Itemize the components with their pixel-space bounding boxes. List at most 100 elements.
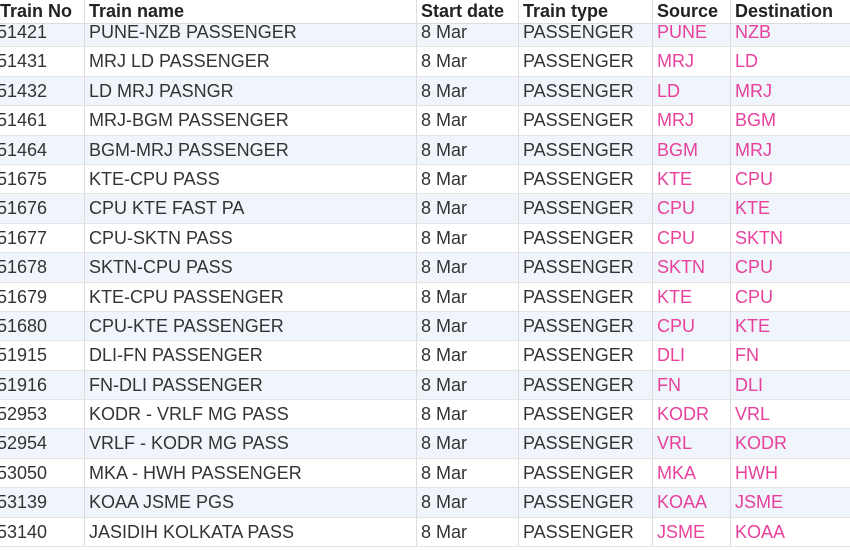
table-cell: DLI-FN PASSENGER bbox=[84, 341, 416, 370]
table-cell: MRJ bbox=[652, 47, 730, 76]
table-cell: CPU bbox=[652, 194, 730, 223]
table-row[interactable]: 51464 BGM-MRJ PASSENGER 8 Mar PASSENGER BGM M… bbox=[0, 135, 850, 165]
table-cell: MRJ LD PASSENGER bbox=[84, 47, 416, 76]
table-cell: CPU-KTE PASSENGER bbox=[84, 311, 416, 341]
table-cell: JSME bbox=[652, 517, 730, 547]
table-cell: 51915 bbox=[0, 345, 48, 366]
table-cell: PASSENGER bbox=[518, 76, 652, 106]
table-cell: PASSENGER bbox=[518, 458, 652, 488]
table-cell: KODR bbox=[730, 429, 850, 458]
table-cell: KOAA JSME PGS bbox=[84, 488, 416, 517]
table-row[interactable]: 53140 JASIDIH KOLKATA PASS 8 Mar PASSENGER J… bbox=[0, 517, 850, 548]
table-header: Train No Train name Start date Train type So… bbox=[0, 0, 850, 24]
table-cell: 52954 bbox=[0, 433, 48, 454]
table-cell: PASSENGER bbox=[518, 488, 652, 517]
table-cell: PUNE-NZB PASSENGER bbox=[84, 18, 416, 47]
table-cell: BGM-MRJ PASSENGER bbox=[84, 135, 416, 164]
table-cell: PASSENGER bbox=[518, 223, 652, 253]
table-cell: KOAA bbox=[652, 488, 730, 517]
table-cell: 8 Mar bbox=[416, 76, 518, 106]
table-cell: 8 Mar bbox=[416, 517, 518, 547]
table-cell: VRL bbox=[652, 429, 730, 458]
table-cell: 51431 bbox=[0, 51, 48, 72]
table-row[interactable]: 51677 CPU-SKTN PASS 8 Mar PASSENGER CPU SKTN bbox=[0, 223, 850, 254]
table-cell: CPU bbox=[730, 253, 850, 282]
table-cell: KTE bbox=[652, 282, 730, 311]
table-cell: 52953 bbox=[0, 404, 48, 425]
table-cell: PASSENGER bbox=[518, 194, 652, 223]
table-cell: 8 Mar bbox=[416, 18, 518, 47]
table-cell: 51675 bbox=[0, 168, 48, 189]
table-cell: 51461 bbox=[0, 110, 48, 131]
table-row[interactable]: 51431 MRJ LD PASSENGER 8 Mar PASSENGER MRJ LD bbox=[0, 47, 850, 77]
table-row[interactable]: 51675 KTE-CPU PASS 8 Mar PASSENGER KTE CPU bbox=[0, 164, 850, 195]
table-row[interactable]: 51678 SKTN-CPU PASS 8 Mar PASSENGER SKTN CPU bbox=[0, 253, 850, 283]
table-row[interactable]: 51916 FN-DLI PASSENGER 8 Mar PASSENGER FN DLI bbox=[0, 370, 850, 401]
table-cell: JASIDIH KOLKATA PASS bbox=[84, 517, 416, 547]
column-header[interactable]: Source bbox=[652, 0, 730, 23]
table-row[interactable]: 52954 VRLF - KODR MG PASS 8 Mar PASSENGER VR… bbox=[0, 429, 850, 459]
column-header[interactable]: Destination bbox=[730, 0, 850, 23]
table-cell: PASSENGER bbox=[518, 400, 652, 429]
table-body: 51421 PUNE-NZB PASSENGER 8 Mar PASSENGER PUN… bbox=[0, 18, 850, 548]
table-cell: PASSENGER bbox=[518, 311, 652, 341]
table-row[interactable]: 53139 KOAA JSME PGS 8 Mar PASSENGER KOAA JSME bbox=[0, 488, 850, 518]
table-cell: PASSENGER bbox=[518, 253, 652, 282]
table-cell: HWH bbox=[730, 458, 850, 488]
table-cell: PASSENGER bbox=[518, 341, 652, 370]
table-cell: CPU bbox=[730, 164, 850, 194]
table-cell: BGM bbox=[730, 106, 850, 135]
table-cell: PUNE bbox=[652, 18, 730, 47]
table-row[interactable]: 52953 KODR - VRLF MG PASS 8 Mar PASSENGER KO… bbox=[0, 400, 850, 430]
table-cell: 8 Mar bbox=[416, 253, 518, 282]
table-row[interactable]: 51679 KTE-CPU PASSENGER 8 Mar PASSENGER KTE C… bbox=[0, 282, 850, 312]
table-row[interactable]: 51676 CPU KTE FAST PA 8 Mar PASSENGER CPU KTE bbox=[0, 194, 850, 224]
table-cell: 51464 bbox=[0, 139, 48, 160]
table-cell: PASSENGER bbox=[518, 135, 652, 164]
table-cell: 8 Mar bbox=[416, 164, 518, 194]
table-cell: FN-DLI PASSENGER bbox=[84, 370, 416, 400]
table-row[interactable]: 51915 DLI-FN PASSENGER 8 Mar PASSENGER DLI FN bbox=[0, 341, 850, 371]
table-cell: PASSENGER bbox=[518, 106, 652, 135]
table-cell: DLI bbox=[730, 370, 850, 400]
table-row[interactable]: 51461 MRJ-BGM PASSENGER 8 Mar PASSENGER MRJ B… bbox=[0, 106, 850, 136]
table-cell: FN bbox=[652, 370, 730, 400]
table-cell: KTE bbox=[730, 194, 850, 223]
table-cell: 8 Mar bbox=[416, 282, 518, 311]
table-cell: SKTN bbox=[652, 253, 730, 282]
table-cell: LD bbox=[730, 47, 850, 76]
table-cell: NZB bbox=[730, 18, 850, 47]
table-row[interactable]: 53050 MKA - HWH PASSENGER 8 Mar PASSENGER MK… bbox=[0, 458, 850, 489]
table-cell: 51678 bbox=[0, 257, 48, 278]
table-cell: KODR bbox=[652, 400, 730, 429]
table-cell: 51679 bbox=[0, 286, 48, 307]
table-cell: KOAA bbox=[730, 517, 850, 547]
table-cell: PASSENGER bbox=[518, 18, 652, 47]
table-row[interactable]: 51432 LD MRJ PASNGR 8 Mar PASSENGER LD MRJ bbox=[0, 76, 850, 107]
column-header[interactable]: Train type bbox=[518, 0, 652, 23]
column-header[interactable]: Start date bbox=[416, 0, 518, 23]
table-cell: 8 Mar bbox=[416, 223, 518, 253]
table-cell: CPU bbox=[730, 282, 850, 311]
table-cell: 53050 bbox=[0, 462, 48, 483]
table-cell: MRJ bbox=[730, 76, 850, 106]
table-cell: KTE-CPU PASSENGER bbox=[84, 282, 416, 311]
table-cell: 8 Mar bbox=[416, 488, 518, 517]
table-cell: 51432 bbox=[0, 80, 48, 101]
table-cell: SKTN-CPU PASS bbox=[84, 253, 416, 282]
table-cell: 8 Mar bbox=[416, 311, 518, 341]
table-cell: PASSENGER bbox=[518, 47, 652, 76]
table-cell: 8 Mar bbox=[416, 370, 518, 400]
column-header[interactable]: Train name bbox=[84, 0, 416, 23]
table-cell: PASSENGER bbox=[518, 517, 652, 547]
table-cell: PASSENGER bbox=[518, 282, 652, 311]
table-cell: SKTN bbox=[730, 223, 850, 253]
table-cell: 51680 bbox=[0, 315, 48, 336]
table-cell: KTE bbox=[730, 311, 850, 341]
column-header[interactable]: Train No bbox=[0, 1, 73, 21]
table-cell: PASSENGER bbox=[518, 370, 652, 400]
table-row[interactable]: 51680 CPU-KTE PASSENGER 8 Mar PASSENGER CPU K… bbox=[0, 311, 850, 342]
table-cell: MKA bbox=[652, 458, 730, 488]
